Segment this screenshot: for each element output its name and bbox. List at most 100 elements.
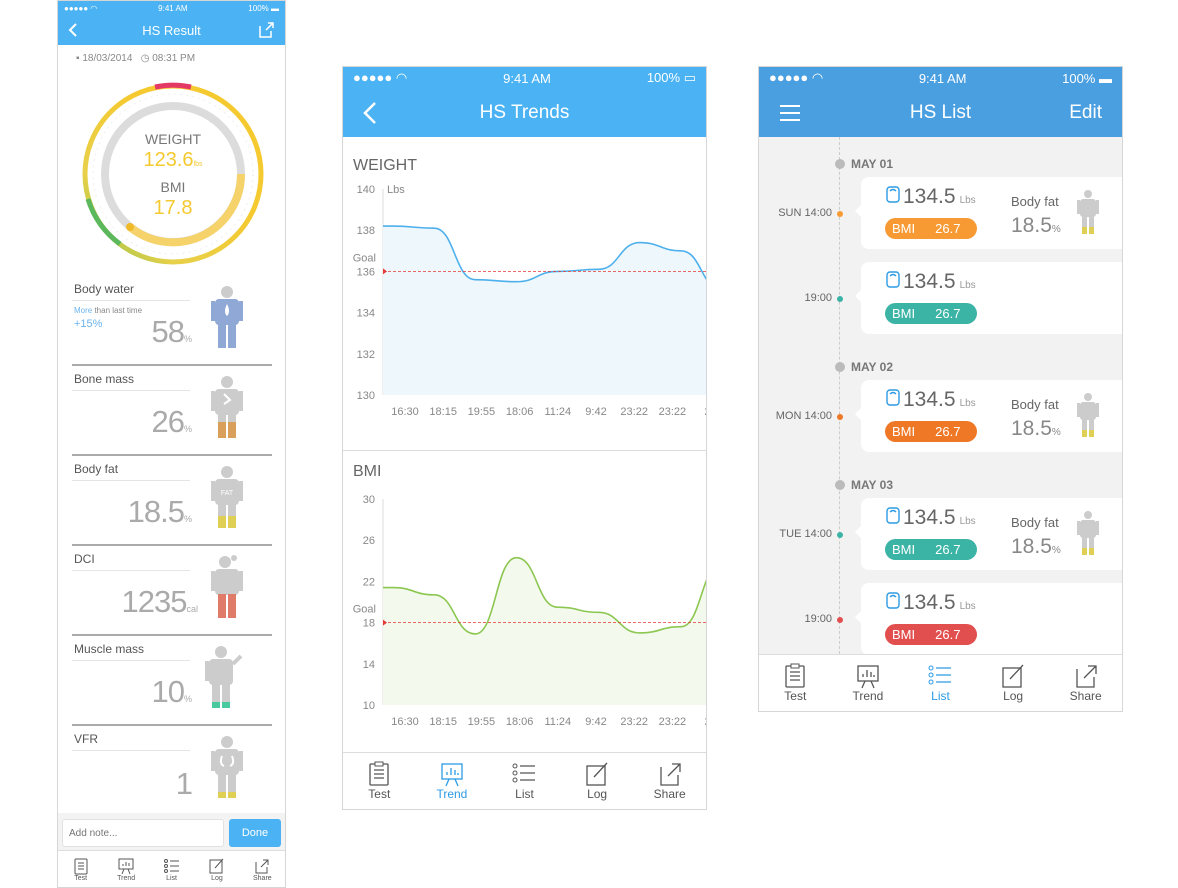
status-time: 9:41 AM: [503, 70, 551, 86]
menu-button[interactable]: [779, 89, 801, 137]
metric-body-fat[interactable]: Body fat 18.5% FAT: [72, 458, 272, 546]
series-line: [383, 556, 706, 635]
bmi-value: 26.7: [935, 221, 961, 236]
x-tick-label: 9:42: [585, 406, 606, 418]
tab-trend[interactable]: Trend: [416, 753, 489, 809]
day-dot: [835, 362, 845, 372]
note-input[interactable]: [62, 819, 224, 847]
day-label: MAY 03: [851, 478, 894, 492]
tab-share[interactable]: Share: [1049, 655, 1122, 711]
metric-body-water[interactable]: Body water More than last time +15% 58%: [72, 278, 272, 366]
x-tick-label: 23:22: [659, 716, 687, 728]
tab-log[interactable]: Log: [977, 655, 1050, 711]
body-fat-value: 18.5: [1011, 535, 1052, 558]
tab-label: Log: [587, 787, 608, 801]
done-button[interactable]: Done: [229, 819, 281, 847]
goal-label: Goal: [353, 252, 376, 264]
day-label: MAY 01: [851, 157, 894, 171]
back-button[interactable]: [363, 89, 377, 137]
y-tick-label: 18: [363, 618, 375, 630]
metric-value: 18.5%: [128, 494, 192, 530]
body-fat-value: 18.5: [1011, 214, 1052, 237]
entry-dot: [837, 296, 843, 302]
chart-board-icon: [857, 665, 879, 689]
x-tick-label: 18:06: [506, 716, 534, 728]
entry-card[interactable]: 134.5 Lbs BMI 26.7: [855, 262, 1122, 334]
entry-card[interactable]: 134.5 Lbs BMI 26.7 Body fat 18.5%: [855, 498, 1122, 570]
chevron-left-icon: [68, 23, 77, 37]
bmi-value: 26.7: [935, 424, 961, 439]
x-tick-label: 23:22: [620, 406, 648, 418]
back-button[interactable]: [68, 15, 78, 45]
entry-time: TUE 14:00: [779, 528, 832, 540]
entry-card[interactable]: 134.5 Lbs BMI 26.7 Body fat 18.5%: [855, 380, 1122, 452]
metric-bone-mass[interactable]: Bone mass 26%: [72, 368, 272, 456]
divider: [72, 390, 190, 391]
series-area: [383, 557, 706, 705]
bmi-value: 26.7: [935, 306, 961, 321]
tab-list[interactable]: List: [488, 753, 561, 809]
status-time: 9:41 AM: [158, 3, 188, 13]
edit-icon: [1002, 664, 1024, 688]
tab-trend[interactable]: Trend: [832, 655, 905, 711]
nav-bar: HS Trends: [343, 89, 706, 137]
entry-card[interactable]: 134.5 Lbs BMI 26.7: [855, 583, 1122, 654]
metric-number: 18.5: [127, 494, 185, 529]
tab-label: Test: [784, 689, 807, 703]
weight-unit: Lbs: [959, 280, 976, 291]
hs-trends-screen: ●●●●● ◠ 9:41 AM 100% ▭ HS Trends WEIGHT …: [342, 66, 707, 810]
tab-test[interactable]: Test: [58, 851, 103, 887]
tab-test[interactable]: Test: [343, 753, 416, 809]
x-tick-label: 18:06: [506, 406, 534, 418]
body-fat-value-row: 18.5%: [1011, 214, 1061, 238]
weight-unit-label: Lbs: [387, 184, 405, 196]
entry-card[interactable]: 134.5 Lbs BMI 26.7 Body fat 18.5%: [855, 177, 1122, 249]
share-button[interactable]: [257, 15, 275, 45]
hs-list-screen: ●●●●● ◠ 9:41 AM 100% ▬ HS List Edit MAY …: [758, 66, 1123, 712]
fat-badge: FAT: [221, 490, 234, 497]
x-tick-label: 18:15: [429, 716, 457, 728]
list-icon: [928, 665, 952, 685]
tab-trend[interactable]: Trend: [103, 851, 148, 887]
metric-number: 1235: [121, 584, 188, 619]
weight-unit: lbs: [193, 161, 203, 168]
weight-unit: Lbs: [959, 195, 976, 206]
weight-value: 134.5: [903, 270, 956, 293]
divider: [343, 450, 706, 451]
y-tick-label: 136: [357, 266, 375, 278]
tab-list[interactable]: List: [149, 851, 194, 887]
tab-label: Share: [653, 787, 686, 801]
metric-value: 10%: [152, 674, 193, 710]
body-fat-figure-icon: FAT: [211, 466, 243, 528]
tab-test[interactable]: Test: [759, 655, 832, 711]
body-fat-unit: %: [1051, 545, 1061, 556]
tab-log[interactable]: Log: [194, 851, 239, 887]
divider: [72, 660, 190, 661]
gauge-ring: [82, 82, 264, 265]
metric-vfr[interactable]: VFR 1: [72, 728, 272, 816]
scale-icon: [886, 186, 900, 203]
weight-value: 123.6: [143, 149, 194, 171]
tab-list[interactable]: List: [904, 655, 977, 711]
y-tick-label: 132: [357, 349, 375, 361]
share-icon: [259, 22, 274, 38]
page-title: HS Trends: [479, 102, 570, 123]
metric-label: DCI: [74, 552, 95, 566]
x-tick-label: 19:55: [468, 716, 496, 728]
metric-muscle-mass[interactable]: Muscle mass 10%: [72, 638, 272, 726]
edit-icon: [209, 858, 224, 873]
status-bar: ●●●●● ◠ 9:41 AM 100% ▭: [343, 67, 706, 89]
tab-log[interactable]: Log: [561, 753, 634, 809]
entry-time: MON 14:00: [775, 410, 832, 422]
y-tick-label: 10: [363, 700, 375, 712]
x-tick-label: 11:24: [544, 406, 571, 418]
tab-share[interactable]: Share: [633, 753, 706, 809]
battery-indicator: 100% ▬: [248, 3, 279, 13]
bmi-value: 26.7: [935, 542, 961, 557]
metric-dci[interactable]: DCI 1235cal: [72, 548, 272, 636]
edit-button[interactable]: Edit: [1069, 102, 1102, 123]
tab-share[interactable]: Share: [240, 851, 285, 887]
metric-number: 10: [151, 674, 185, 709]
weight-value: 134.5: [903, 185, 956, 208]
series-area: [383, 226, 706, 395]
